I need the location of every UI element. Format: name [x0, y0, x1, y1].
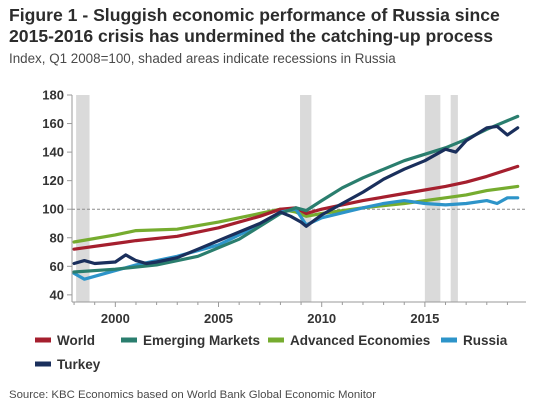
- y-tick-label: 180: [42, 88, 64, 103]
- y-tick-label: 60: [50, 259, 64, 274]
- recession-band-4: [450, 95, 458, 302]
- legend-label-russia: Russia: [463, 333, 508, 348]
- y-tick-label: 140: [42, 145, 64, 160]
- y-tick-label: 120: [42, 173, 64, 188]
- legend-label-emerging-markets: Emerging Markets: [143, 333, 260, 348]
- legend-label-world: World: [57, 333, 95, 348]
- chart-title: Figure 1 - Sluggish economic performance…: [9, 5, 500, 46]
- recession-band-1: [76, 95, 90, 302]
- series-lines: [72, 114, 520, 281]
- recession-bands: [76, 95, 458, 302]
- chart-subtitle: Index, Q1 2008=100, shaded areas indicat…: [9, 51, 396, 66]
- legend-label-advanced-economies: Advanced Economies: [290, 333, 430, 348]
- y-tick-label: 100: [42, 202, 64, 217]
- x-tick-label: 2010: [307, 311, 336, 326]
- x-tick-label: 2015: [410, 311, 439, 326]
- chart-source: Source: KBC Economics based on World Ban…: [9, 389, 376, 401]
- series-line-turkey: [72, 124, 520, 266]
- legend-label-turkey: Turkey: [57, 357, 101, 372]
- x-tick-label: 2005: [204, 311, 233, 326]
- y-tick-label: 40: [50, 287, 64, 302]
- x-tick-label: 2000: [101, 311, 130, 326]
- series-line-emerging-markets: [72, 114, 520, 274]
- recession-band-2: [300, 95, 312, 302]
- chart-legend: World Emerging Markets Advanced Economies R…: [35, 333, 508, 372]
- y-tick-label: 80: [50, 230, 64, 245]
- y-tick-label: 160: [42, 116, 64, 131]
